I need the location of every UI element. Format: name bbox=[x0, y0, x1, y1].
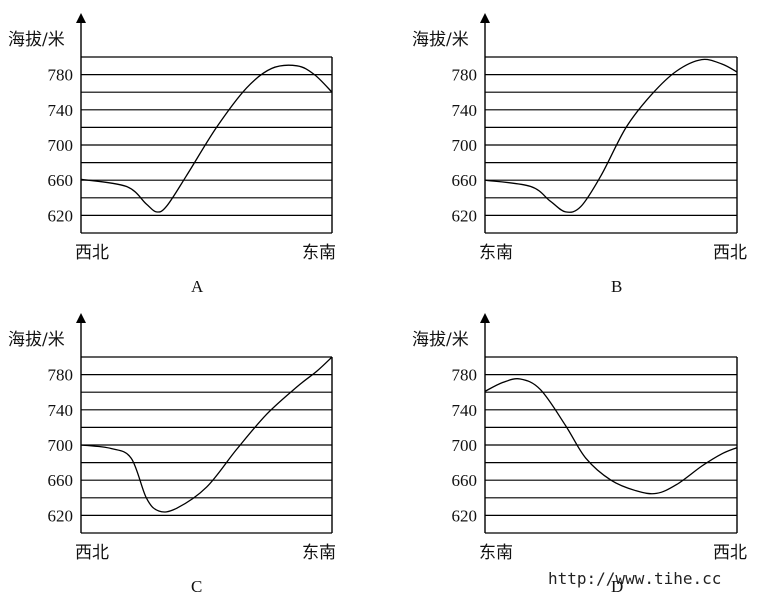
panel-c: 海拔/米 620 660 700 740 780 西北 东南 C bbox=[8, 313, 336, 596]
panel-d: 海拔/米 620 660 700 740 780 东南 西北 D bbox=[412, 313, 747, 596]
y-axis-label: 海拔/米 bbox=[412, 330, 469, 350]
elevation-curve bbox=[80, 64, 333, 213]
x-left-label: 西北 bbox=[75, 243, 109, 263]
y-tick-label: 780 bbox=[452, 66, 478, 85]
x-left-label: 东南 bbox=[479, 543, 513, 563]
x-right-label: 东南 bbox=[302, 243, 336, 263]
elevation-curve bbox=[80, 356, 333, 513]
y-axis-arrow bbox=[480, 313, 490, 323]
y-tick-labels: 620 660 700 740 780 bbox=[48, 66, 74, 226]
panel-caption: C bbox=[191, 577, 202, 596]
y-tick-labels: 620 660 700 740 780 bbox=[452, 66, 478, 226]
x-right-label: 东南 bbox=[302, 543, 336, 563]
y-tick-label: 780 bbox=[452, 366, 478, 385]
y-tick-label: 700 bbox=[48, 136, 74, 155]
y-tick-label: 780 bbox=[48, 366, 74, 385]
y-tick-labels: 620 660 700 740 780 bbox=[452, 366, 478, 526]
y-tick-label: 620 bbox=[452, 506, 478, 525]
y-axis-label: 海拔/米 bbox=[8, 30, 65, 50]
y-tick-label: 660 bbox=[48, 171, 74, 190]
grid-lines bbox=[485, 56, 737, 234]
panel-a: 海拔/米 620 660 700 740 780 西北 东南 A bbox=[8, 13, 336, 296]
y-tick-label: 740 bbox=[452, 101, 478, 120]
y-axis-label: 海拔/米 bbox=[412, 30, 469, 50]
y-axis-arrow bbox=[76, 13, 86, 23]
elevation-curve bbox=[484, 58, 738, 213]
y-tick-label: 780 bbox=[48, 66, 74, 85]
y-tick-label: 660 bbox=[452, 171, 478, 190]
y-tick-label: 740 bbox=[48, 401, 74, 420]
x-right-label: 西北 bbox=[713, 243, 747, 263]
panel-b: 海拔/米 620 660 700 740 780 东南 西北 B bbox=[412, 13, 747, 296]
y-tick-label: 740 bbox=[452, 401, 478, 420]
elevation-curve bbox=[484, 378, 738, 495]
panel-caption: B bbox=[611, 277, 622, 296]
y-tick-label: 740 bbox=[48, 101, 74, 120]
y-tick-label: 700 bbox=[452, 436, 478, 455]
y-tick-label: 700 bbox=[452, 136, 478, 155]
y-tick-label: 660 bbox=[48, 471, 74, 490]
y-tick-label: 700 bbox=[48, 436, 74, 455]
y-axis-label: 海拔/米 bbox=[8, 330, 65, 350]
x-left-label: 东南 bbox=[479, 243, 513, 263]
panel-caption: D bbox=[611, 577, 623, 596]
y-axis-arrow bbox=[76, 313, 86, 323]
panel-caption: A bbox=[191, 277, 204, 296]
grid-lines bbox=[485, 356, 737, 534]
y-tick-labels: 620 660 700 740 780 bbox=[48, 366, 74, 526]
y-axis-arrow bbox=[480, 13, 490, 23]
grid-lines bbox=[81, 56, 332, 234]
y-tick-label: 620 bbox=[48, 206, 74, 225]
x-left-label: 西北 bbox=[75, 543, 109, 563]
grid-lines bbox=[81, 356, 332, 534]
watermark-text: http://www.tihe.cc bbox=[548, 569, 721, 588]
x-right-label: 西北 bbox=[713, 543, 747, 563]
y-tick-label: 620 bbox=[48, 506, 74, 525]
y-tick-label: 660 bbox=[452, 471, 478, 490]
y-tick-label: 620 bbox=[452, 206, 478, 225]
